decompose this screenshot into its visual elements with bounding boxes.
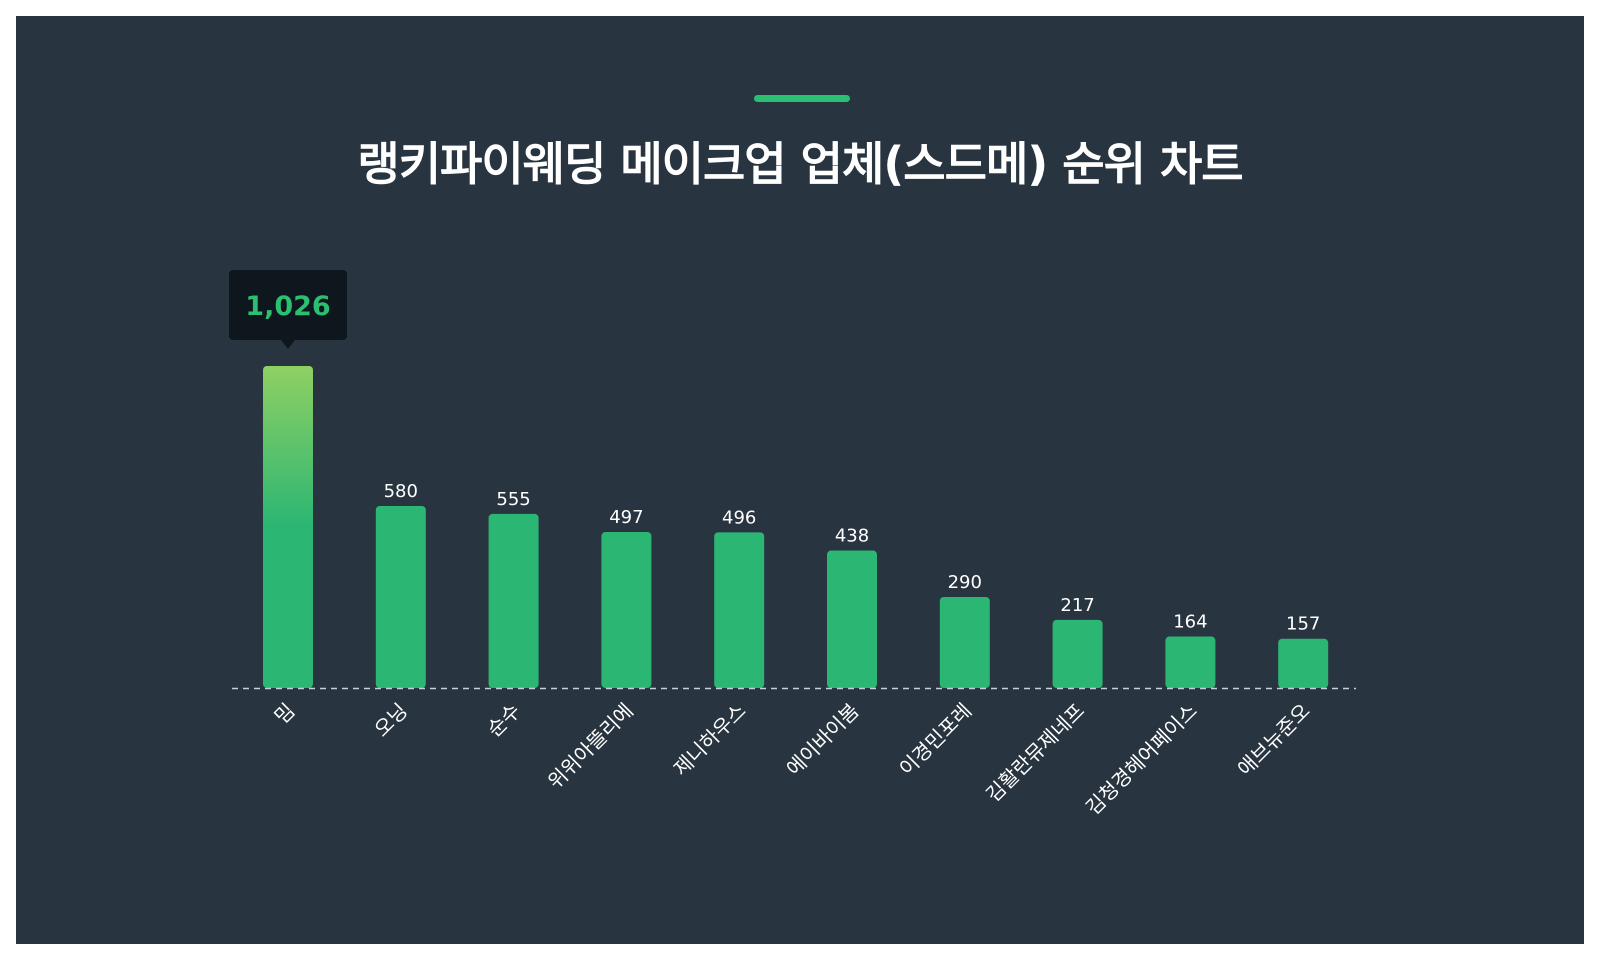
tooltip-pointer: [281, 340, 295, 349]
category-label: 순수: [482, 699, 525, 742]
bar-value-label: 496: [722, 507, 756, 528]
category-label: 김청경헤어페이스: [1081, 699, 1202, 820]
bar-value-label: 217: [1060, 595, 1094, 616]
bar: [1052, 619, 1103, 688]
bar: [488, 513, 539, 688]
category-label: 오닝: [369, 699, 412, 742]
bar: [714, 532, 765, 688]
bar: [827, 550, 877, 688]
bar-value-label: 157: [1286, 614, 1320, 635]
value-tooltip: [229, 270, 347, 340]
category-label: 위위아뜰리에: [543, 699, 638, 794]
bar: [375, 505, 426, 688]
bar-value-label: 497: [609, 507, 643, 528]
category-label: 애브뉴준오: [1233, 699, 1315, 781]
category-label: 밈: [270, 699, 300, 729]
bar-value-label: 1,026: [245, 291, 330, 322]
bar: [1278, 638, 1329, 688]
bar-value-label: 164: [1173, 612, 1207, 633]
bar-value-label: 438: [835, 526, 869, 547]
bar: [263, 366, 313, 688]
bar-value-label: 290: [948, 572, 982, 593]
bar: [939, 596, 990, 688]
bar-value-label: 580: [384, 481, 418, 502]
title-accent-bar: [754, 95, 850, 102]
bar: [1165, 636, 1216, 688]
page-title: 랭키파이웨딩 메이크업 업체(스드메) 순위 차트: [357, 137, 1243, 191]
category-label: 에이바이봄: [782, 699, 864, 781]
bar-value-label: 555: [496, 489, 530, 510]
category-label: 제니하우스: [669, 699, 751, 781]
bar: [601, 532, 652, 688]
category-label: 김활란뮤제네프: [981, 699, 1089, 807]
category-label: 이경민포레: [894, 699, 976, 781]
